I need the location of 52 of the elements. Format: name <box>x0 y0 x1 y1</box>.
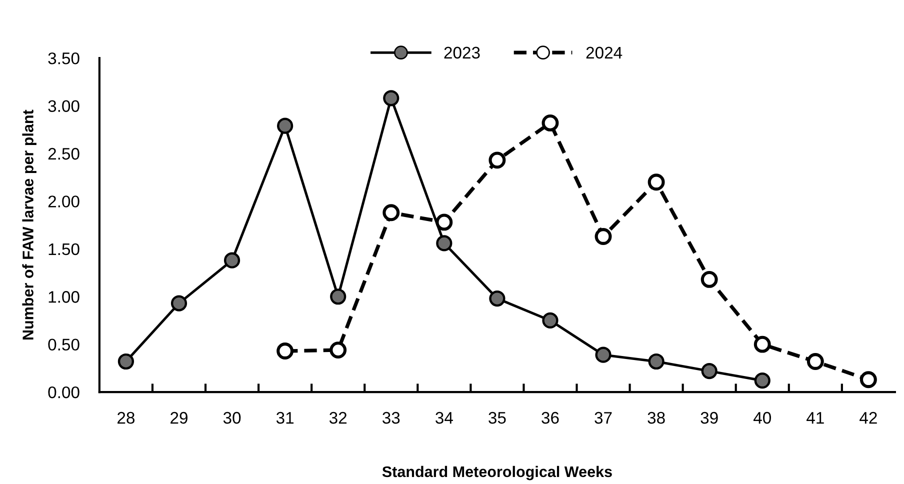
point <box>701 362 718 380</box>
x-tick-label: 28 <box>118 412 135 424</box>
x-tick-label: 41 <box>806 412 824 424</box>
x-tick-label: 29 <box>170 412 188 424</box>
point <box>224 252 240 268</box>
point <box>542 312 558 329</box>
x-tick-label: 37 <box>594 412 612 424</box>
y-tick-label: 2.50 <box>48 148 80 160</box>
point <box>330 288 346 305</box>
point <box>382 204 400 222</box>
x-tick-label: 30 <box>223 412 241 424</box>
y-tick-label: 0.50 <box>48 338 80 351</box>
y-tick-label: 1.50 <box>48 243 80 256</box>
legend-label: 2024 <box>586 46 622 59</box>
x-tick-label: 36 <box>542 412 559 424</box>
point <box>118 353 134 370</box>
y-tick-label: 3.00 <box>48 100 80 112</box>
point <box>436 235 452 252</box>
point <box>860 371 877 388</box>
y-tick-label: 3.50 <box>48 52 80 64</box>
x-axis-title: Standard Meteorological Weeks <box>382 466 612 480</box>
point <box>648 353 664 370</box>
point <box>489 290 506 307</box>
x-tick-label: 33 <box>382 412 400 424</box>
legend-label: 2023 <box>444 46 480 59</box>
point <box>806 353 824 370</box>
point <box>436 214 453 231</box>
point <box>542 114 559 132</box>
point <box>754 336 771 353</box>
point <box>383 90 400 106</box>
x-tick-label: 31 <box>276 412 294 424</box>
y-tick-label: 1.00 <box>48 291 80 303</box>
y-tick-label: 2.00 <box>48 196 80 208</box>
x-tick-label: 35 <box>488 412 506 424</box>
x-tick-label: 40 <box>753 412 771 424</box>
point <box>700 270 718 288</box>
x-tick-label: 42 <box>860 412 877 424</box>
x-tick-label: 34 <box>436 412 453 424</box>
point <box>595 346 612 363</box>
point <box>330 342 347 359</box>
point <box>170 295 188 312</box>
point <box>276 342 294 360</box>
x-tick-label: 39 <box>700 412 718 424</box>
point <box>754 372 770 389</box>
x-tick-label: 38 <box>648 412 665 424</box>
x-tick-label: 32 <box>329 412 347 424</box>
point <box>488 152 506 169</box>
point <box>648 174 665 191</box>
point <box>277 118 294 134</box>
y-tick-label: 0.00 <box>48 386 80 398</box>
point <box>594 228 612 245</box>
y-axis-title: Number of FAW larvae per plant <box>22 110 36 340</box>
